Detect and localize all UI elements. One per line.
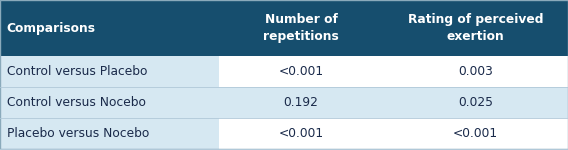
Bar (219, 87, 383, 118)
Text: <0.001: <0.001 (453, 127, 498, 140)
Text: <0.001: <0.001 (278, 127, 324, 140)
Bar (219, 56, 383, 87)
Bar (0, 56, 219, 87)
Bar (219, 118, 383, 148)
Bar (219, 0, 383, 56)
Bar (383, 56, 568, 87)
Text: <0.001: <0.001 (278, 65, 324, 78)
Text: Rating of perceived
exertion: Rating of perceived exertion (408, 13, 544, 43)
Bar (383, 0, 568, 56)
Bar (0, 0, 219, 56)
Text: 0.192: 0.192 (283, 96, 319, 109)
Bar (0, 118, 219, 148)
Text: Comparisons: Comparisons (7, 22, 96, 35)
Text: Control versus Placebo: Control versus Placebo (7, 65, 147, 78)
Text: 0.003: 0.003 (458, 65, 493, 78)
Text: Number of
repetitions: Number of repetitions (263, 13, 339, 43)
Bar (0, 87, 219, 118)
Bar (383, 87, 568, 118)
Bar (383, 118, 568, 148)
Text: 0.025: 0.025 (458, 96, 493, 109)
Text: Control versus Nocebo: Control versus Nocebo (7, 96, 146, 109)
Text: Placebo versus Nocebo: Placebo versus Nocebo (7, 127, 149, 140)
